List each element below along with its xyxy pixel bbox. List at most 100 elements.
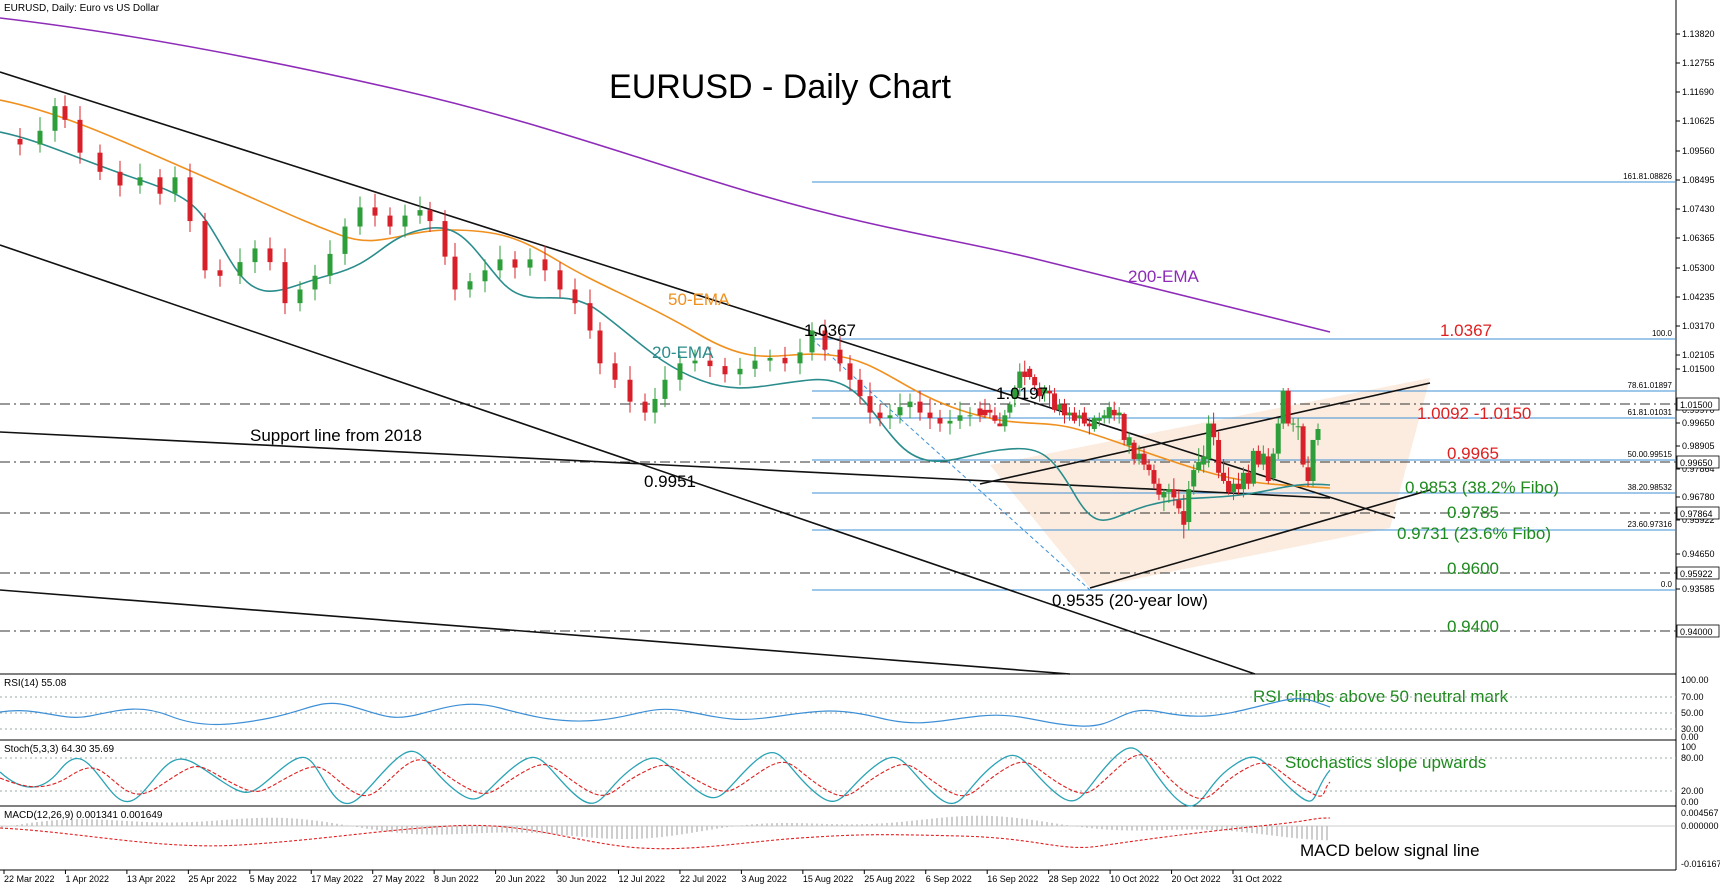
candle <box>342 218 348 265</box>
candle <box>1201 445 1207 473</box>
candle <box>1121 412 1127 446</box>
candle <box>1166 483 1172 503</box>
candle <box>597 322 603 375</box>
candle <box>767 349 773 372</box>
date-tick-label: 20 Oct 2022 <box>1172 874 1221 884</box>
ema20-label: 20-EMA <box>652 343 714 362</box>
svg-text:0.99650: 0.99650 <box>1680 458 1713 468</box>
candle <box>187 163 193 233</box>
price-tick-label: 0.94650 <box>1682 549 1715 559</box>
candle <box>1106 401 1112 424</box>
macd-pane <box>0 815 1676 841</box>
candle <box>1275 418 1281 460</box>
svg-text:0.0: 0.0 <box>1661 580 1673 589</box>
svg-text:100.0: 100.0 <box>1652 329 1673 338</box>
candle <box>967 407 973 427</box>
candle <box>1047 385 1053 408</box>
candle <box>887 404 893 430</box>
svg-text:100.00: 100.00 <box>1681 675 1709 685</box>
low-0-9951-label: 0.9951 <box>644 472 696 491</box>
svg-text:61.81.01031: 61.81.01031 <box>1628 408 1673 417</box>
candle <box>1186 480 1192 531</box>
stoch-note: Stochastics slope upwards <box>1285 753 1486 772</box>
candle <box>937 409 943 432</box>
high-1-0367-label: 1.0367 <box>804 321 856 340</box>
price-tick-label: 0.95922 <box>1682 515 1715 525</box>
candle <box>1007 401 1013 419</box>
svg-text:23.60.97316: 23.60.97316 <box>1628 520 1673 529</box>
price-tag: 0.97864 <box>1676 506 1720 520</box>
candle <box>877 404 883 427</box>
ema200-line <box>0 17 1331 333</box>
candle <box>572 278 578 315</box>
date-tick-label: 13 Apr 2022 <box>127 874 176 884</box>
svg-text:0.95922: 0.95922 <box>1680 569 1713 579</box>
candle <box>217 259 223 287</box>
candle <box>1181 494 1187 539</box>
date-tick-label: 30 Jun 2022 <box>557 874 607 884</box>
rsi-pane <box>0 696 1676 730</box>
price-tick-label: 1.12755 <box>1682 58 1715 68</box>
candle <box>692 349 698 372</box>
chart-title: EURUSD - Daily Chart <box>609 68 951 106</box>
price-tick-label: 0.96780 <box>1682 492 1715 502</box>
candle <box>1171 478 1177 506</box>
candle <box>157 169 163 205</box>
candle <box>1076 409 1082 427</box>
date-tick-label: 6 Sep 2022 <box>926 874 972 884</box>
twenty-year-low-label: 0.9535 (20-year low) <box>1052 591 1208 610</box>
price-tick-label: 1.09560 <box>1682 146 1715 156</box>
macd-header: MACD(12,26,9) 0.001341 0.001649 <box>4 810 163 821</box>
candle <box>722 357 728 383</box>
date-tick-label: 12 Jul 2022 <box>619 874 666 884</box>
svg-text:70.00: 70.00 <box>1681 692 1704 702</box>
candle <box>1037 382 1043 402</box>
rsi-header: RSI(14) 55.08 <box>4 678 67 689</box>
stoch-header: Stoch(5,3,3) 64.30 35.69 <box>4 744 115 755</box>
svg-text:1.01500: 1.01500 <box>1680 400 1713 410</box>
candle <box>442 210 448 265</box>
level-0-9965: 0.9965 <box>1447 444 1499 463</box>
candle <box>627 366 633 413</box>
candle <box>1017 363 1023 397</box>
date-tick-label: 25 Aug 2022 <box>864 874 915 884</box>
candle <box>497 245 503 279</box>
candle <box>1270 448 1276 481</box>
level-0-9600: 0.9600 <box>1447 559 1499 578</box>
candle <box>387 207 393 235</box>
svg-text:100: 100 <box>1681 742 1696 752</box>
svg-text:50.00.99515: 50.00.99515 <box>1628 450 1673 459</box>
candle <box>297 281 303 312</box>
price-tick-label: 1.07430 <box>1682 204 1715 214</box>
candle <box>977 401 983 423</box>
price-tick-label: 1.01500 <box>1682 364 1715 374</box>
ema200-label: 200-EMA <box>1128 267 1200 286</box>
candle <box>542 245 548 282</box>
svg-text:-0.016167: -0.016167 <box>1681 859 1720 869</box>
date-tick-label: 22 Mar 2022 <box>4 874 55 884</box>
svg-text:38.20.98532: 38.20.98532 <box>1628 483 1673 492</box>
candle <box>612 352 618 388</box>
candle <box>1131 439 1137 465</box>
candle <box>1255 445 1261 468</box>
stoch-main-line <box>0 747 1331 807</box>
candle <box>837 335 843 372</box>
candle <box>1295 418 1301 440</box>
candle <box>97 144 103 181</box>
high-1-0197-label: 1.0197 <box>996 384 1048 403</box>
candle <box>677 355 683 391</box>
candle <box>987 404 993 419</box>
candle <box>992 407 998 424</box>
candle <box>1196 448 1202 473</box>
candle <box>1245 464 1251 490</box>
stoch-signal-line <box>0 754 1331 800</box>
date-tick-label: 28 Sep 2022 <box>1049 874 1100 884</box>
candle <box>1161 489 1167 512</box>
candle <box>372 193 378 227</box>
candle <box>917 390 923 421</box>
level-0-9400: 0.9400 <box>1447 617 1499 636</box>
support-2018-label: Support line from 2018 <box>250 426 422 445</box>
candle <box>52 97 58 142</box>
